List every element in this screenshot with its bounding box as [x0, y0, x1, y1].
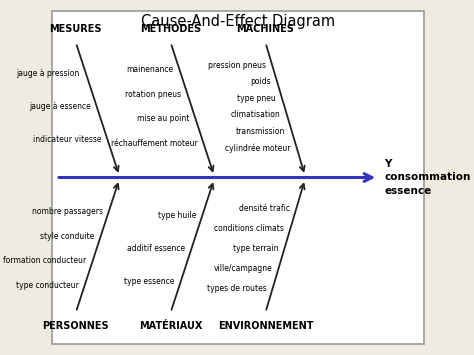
Text: transmission: transmission	[236, 127, 285, 136]
Text: indicateur vitesse: indicateur vitesse	[33, 135, 101, 144]
Text: type pneu: type pneu	[237, 94, 276, 103]
Text: PERSONNES: PERSONNES	[43, 321, 109, 331]
Text: cylindrée moteur: cylindrée moteur	[225, 143, 291, 153]
Text: Y
consommation
essence: Y consommation essence	[384, 159, 470, 196]
Text: ville/campagne: ville/campagne	[214, 264, 273, 273]
Text: types de routes: types de routes	[207, 284, 267, 293]
Text: réchauffement moteur: réchauffement moteur	[110, 139, 197, 148]
Text: nombre passagers: nombre passagers	[31, 207, 102, 216]
Text: pression pneus: pression pneus	[208, 61, 266, 70]
Text: MÉTHODES: MÉTHODES	[140, 24, 201, 34]
FancyBboxPatch shape	[52, 11, 424, 344]
Text: ENVIRONNEMENT: ENVIRONNEMENT	[218, 321, 313, 331]
Text: conditions climats: conditions climats	[214, 224, 284, 233]
Text: type essence: type essence	[124, 277, 174, 286]
Text: Cause-And-Effect Diagram: Cause-And-Effect Diagram	[141, 14, 335, 29]
Text: climatisation: climatisation	[231, 110, 281, 119]
Text: additif essence: additif essence	[127, 244, 185, 253]
Text: MATÉRIAUX: MATÉRIAUX	[139, 321, 202, 331]
Text: jauge à essence: jauge à essence	[29, 102, 91, 111]
Text: mise au point: mise au point	[137, 114, 189, 124]
Text: MESURES: MESURES	[50, 24, 102, 34]
Text: type conducteur: type conducteur	[16, 281, 79, 290]
Text: MACHINES: MACHINES	[237, 24, 294, 34]
Text: jauge à pression: jauge à pression	[17, 69, 80, 78]
Text: type huile: type huile	[158, 211, 196, 220]
Text: mainenance: mainenance	[126, 65, 173, 74]
Text: type terrain: type terrain	[233, 244, 278, 253]
Text: rotation pneus: rotation pneus	[125, 89, 182, 99]
Text: poids: poids	[250, 77, 271, 86]
Text: densité trafic: densité trafic	[239, 204, 290, 213]
Text: style conduite: style conduite	[40, 231, 94, 241]
Text: formation conducteur: formation conducteur	[3, 256, 86, 266]
